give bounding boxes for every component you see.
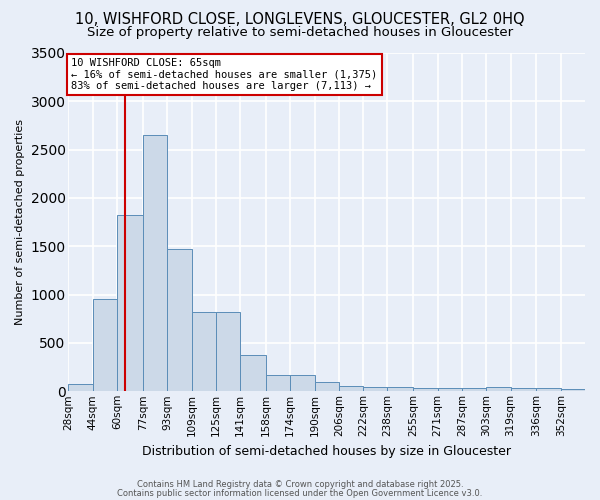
Bar [93,300,117,392]
Text: 10 WISHFORD CLOSE: 65sqm
← 16% of semi-detached houses are smaller (1,375)
83% o: 10 WISHFORD CLOSE: 65sqm ← 16% of semi-d… [71,58,378,91]
Bar [266,375,290,392]
Bar [191,312,216,392]
Bar [536,388,560,392]
Bar [68,384,93,392]
Bar [290,375,314,392]
Bar [339,386,363,392]
Bar [388,388,413,392]
Y-axis label: Number of semi-detached properties: Number of semi-detached properties [15,119,25,325]
Bar [143,135,167,392]
Bar [511,388,536,392]
Text: Size of property relative to semi-detached houses in Gloucester: Size of property relative to semi-detach… [87,26,513,39]
Bar [486,388,511,392]
Bar [240,355,266,392]
Bar [167,248,191,392]
Bar [216,312,240,392]
Bar [314,382,339,392]
Text: 10, WISHFORD CLOSE, LONGLEVENS, GLOUCESTER, GL2 0HQ: 10, WISHFORD CLOSE, LONGLEVENS, GLOUCEST… [75,12,525,28]
X-axis label: Distribution of semi-detached houses by size in Gloucester: Distribution of semi-detached houses by … [142,444,511,458]
Text: Contains HM Land Registry data © Crown copyright and database right 2025.: Contains HM Land Registry data © Crown c… [137,480,463,489]
Text: Contains public sector information licensed under the Open Government Licence v3: Contains public sector information licen… [118,488,482,498]
Bar [413,388,437,392]
Bar [462,388,486,392]
Bar [560,389,585,392]
Bar [117,215,143,392]
Bar [363,388,388,392]
Bar [437,388,462,392]
